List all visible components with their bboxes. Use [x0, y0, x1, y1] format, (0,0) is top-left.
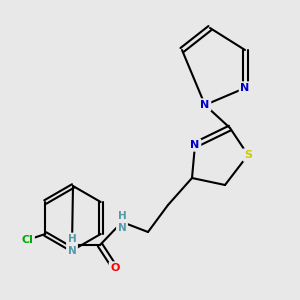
- Text: H
N: H N: [68, 234, 76, 256]
- Text: O: O: [110, 263, 120, 273]
- Text: N: N: [200, 100, 210, 110]
- Text: H
N: H N: [118, 211, 126, 233]
- Text: N: N: [190, 140, 200, 150]
- Text: Cl: Cl: [21, 235, 33, 245]
- Text: N: N: [240, 83, 250, 93]
- Text: S: S: [244, 150, 252, 160]
